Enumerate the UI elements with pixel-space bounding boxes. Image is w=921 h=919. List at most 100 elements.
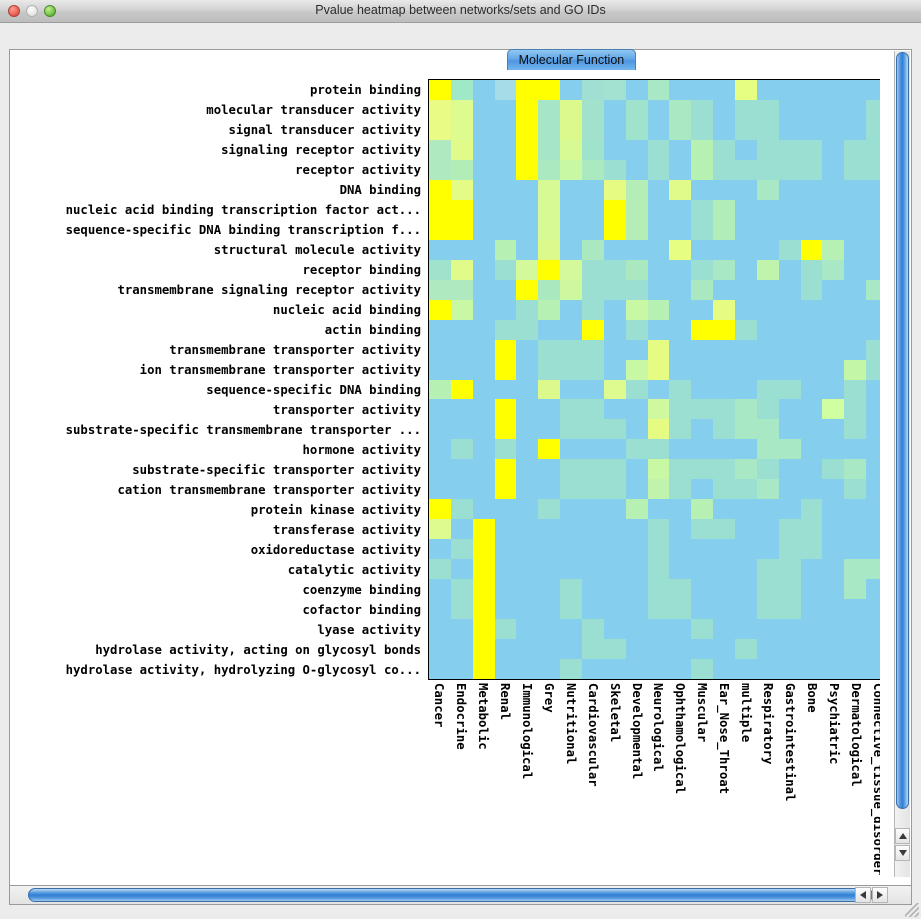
heatmap-cell[interactable] <box>560 159 582 180</box>
heatmap-cell[interactable] <box>582 599 604 620</box>
heatmap-cell[interactable] <box>844 139 867 160</box>
heatmap-cell[interactable] <box>560 619 582 640</box>
heatmap-cell[interactable] <box>756 579 779 600</box>
heatmap-cell[interactable] <box>538 159 561 180</box>
heatmap-cell[interactable] <box>538 359 561 380</box>
heatmap-cell[interactable] <box>472 319 495 340</box>
scroll-down-button[interactable] <box>895 845 910 861</box>
heatmap-cell[interactable] <box>778 119 801 140</box>
heatmap-cell[interactable] <box>844 579 867 600</box>
heatmap-cell[interactable] <box>429 259 451 280</box>
heatmap-cell[interactable] <box>669 599 692 620</box>
heatmap-cell[interactable] <box>735 439 757 460</box>
heatmap-cell[interactable] <box>713 80 735 100</box>
heatmap-cell[interactable] <box>669 279 692 300</box>
horizontal-scrollbar[interactable] <box>9 885 912 905</box>
heatmap-cell[interactable] <box>450 139 473 160</box>
heatmap-cell[interactable] <box>691 399 714 420</box>
heatmap-cell[interactable] <box>538 479 561 500</box>
heatmap-cell[interactable] <box>494 219 517 240</box>
heatmap-cell[interactable] <box>582 519 604 540</box>
vertical-scrollbar[interactable] <box>894 51 910 877</box>
heatmap-cell[interactable] <box>647 259 670 280</box>
heatmap-cell[interactable] <box>538 439 561 460</box>
heatmap-cell[interactable] <box>625 559 648 580</box>
heatmap-cell[interactable] <box>800 599 823 620</box>
heatmap-cell[interactable] <box>778 219 801 240</box>
heatmap-cell[interactable] <box>450 539 473 560</box>
heatmap-cell[interactable] <box>669 80 692 100</box>
heatmap-cell[interactable] <box>822 479 845 500</box>
heatmap-cell[interactable] <box>603 539 626 560</box>
heatmap-cell[interactable] <box>713 99 735 120</box>
heatmap-cell[interactable] <box>582 539 604 560</box>
heatmap-cell[interactable] <box>778 379 801 400</box>
heatmap-cell[interactable] <box>866 539 880 560</box>
heatmap-cell[interactable] <box>538 80 561 100</box>
heatmap-cell[interactable] <box>494 479 517 500</box>
heatmap-cell[interactable] <box>560 239 582 260</box>
heatmap-cell[interactable] <box>603 80 626 100</box>
heatmap-cell[interactable] <box>713 559 735 580</box>
heatmap-cell[interactable] <box>429 179 451 200</box>
heatmap-cell[interactable] <box>647 399 670 420</box>
heatmap-cell[interactable] <box>603 99 626 120</box>
heatmap-cell[interactable] <box>866 579 880 600</box>
heatmap-cell[interactable] <box>603 179 626 200</box>
heatmap-cell[interactable] <box>735 199 757 220</box>
heatmap-cell[interactable] <box>713 579 735 600</box>
heatmap-cell[interactable] <box>844 639 867 660</box>
heatmap-cell[interactable] <box>866 639 880 660</box>
heatmap-cell[interactable] <box>822 599 845 620</box>
heatmap-cell[interactable] <box>822 419 845 440</box>
heatmap-cell[interactable] <box>560 379 582 400</box>
scroll-right-button[interactable] <box>872 887 888 903</box>
heatmap-cell[interactable] <box>494 659 517 679</box>
heatmap-cell[interactable] <box>735 519 757 540</box>
heatmap-cell[interactable] <box>713 239 735 260</box>
heatmap-cell[interactable] <box>516 259 539 280</box>
heatmap-cell[interactable] <box>713 379 735 400</box>
heatmap-cell[interactable] <box>582 80 604 100</box>
heatmap-cell[interactable] <box>582 319 604 340</box>
heatmap-cell[interactable] <box>625 80 648 100</box>
heatmap-cell[interactable] <box>603 479 626 500</box>
heatmap-cell[interactable] <box>778 99 801 120</box>
heatmap-cell[interactable] <box>713 599 735 620</box>
heatmap-cell[interactable] <box>647 299 670 320</box>
heatmap-cell[interactable] <box>844 179 867 200</box>
heatmap-cell[interactable] <box>494 359 517 380</box>
heatmap-cell[interactable] <box>822 639 845 660</box>
heatmap-cell[interactable] <box>538 99 561 120</box>
heatmap-cell[interactable] <box>472 199 495 220</box>
heatmap-cell[interactable] <box>429 419 451 440</box>
heatmap-cell[interactable] <box>450 419 473 440</box>
heatmap-cell[interactable] <box>450 179 473 200</box>
heatmap-cell[interactable] <box>822 259 845 280</box>
heatmap-cell[interactable] <box>450 339 473 360</box>
heatmap-cell[interactable] <box>560 519 582 540</box>
heatmap-cell[interactable] <box>735 319 757 340</box>
heatmap-cell[interactable] <box>494 139 517 160</box>
heatmap-cell[interactable] <box>516 359 539 380</box>
heatmap-cell[interactable] <box>450 399 473 420</box>
heatmap-cell[interactable] <box>691 539 714 560</box>
heatmap-cell[interactable] <box>494 99 517 120</box>
heatmap-cell[interactable] <box>538 579 561 600</box>
heatmap-cell[interactable] <box>647 379 670 400</box>
heatmap-cell[interactable] <box>800 459 823 480</box>
heatmap-cell[interactable] <box>494 279 517 300</box>
heatmap-cell[interactable] <box>735 359 757 380</box>
heatmap-cell[interactable] <box>735 379 757 400</box>
heatmap-cell[interactable] <box>669 159 692 180</box>
heatmap-cell[interactable] <box>735 119 757 140</box>
heatmap-cell[interactable] <box>494 239 517 260</box>
heatmap-cell[interactable] <box>603 579 626 600</box>
heatmap-cell[interactable] <box>756 319 779 340</box>
heatmap-cell[interactable] <box>603 359 626 380</box>
heatmap-cell[interactable] <box>735 239 757 260</box>
heatmap-cell[interactable] <box>756 539 779 560</box>
heatmap-cell[interactable] <box>800 159 823 180</box>
heatmap-cell[interactable] <box>582 199 604 220</box>
heatmap-cell[interactable] <box>691 419 714 440</box>
